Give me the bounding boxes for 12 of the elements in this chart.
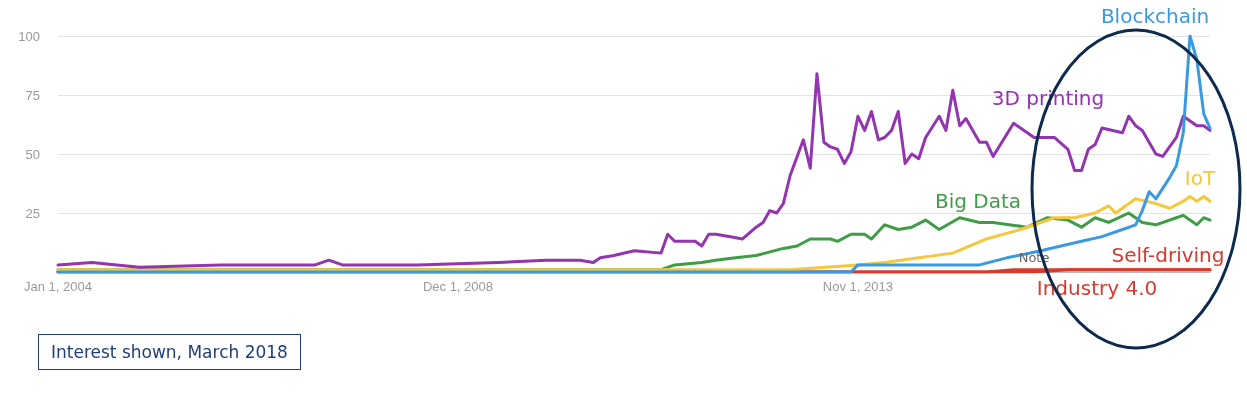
y-tick-label: 100 xyxy=(18,28,40,44)
x-tick-label: Dec 1, 2008 xyxy=(422,279,494,294)
x-tick-label: Nov 1, 2013 xyxy=(822,279,893,294)
series-label: Big Data xyxy=(934,189,1022,213)
y-tick-label: 25 xyxy=(25,205,40,221)
y-tick-label: 75 xyxy=(25,87,40,103)
y-tick-label: 50 xyxy=(25,146,40,162)
series-label: Self-driving xyxy=(1111,243,1225,267)
text: Interest shown, March 2018 xyxy=(38,334,301,370)
series-label: Blockchain xyxy=(1100,4,1210,28)
x-tick-label: Jan 1, 2004 xyxy=(24,279,92,294)
series-label: IoT xyxy=(1184,166,1216,190)
